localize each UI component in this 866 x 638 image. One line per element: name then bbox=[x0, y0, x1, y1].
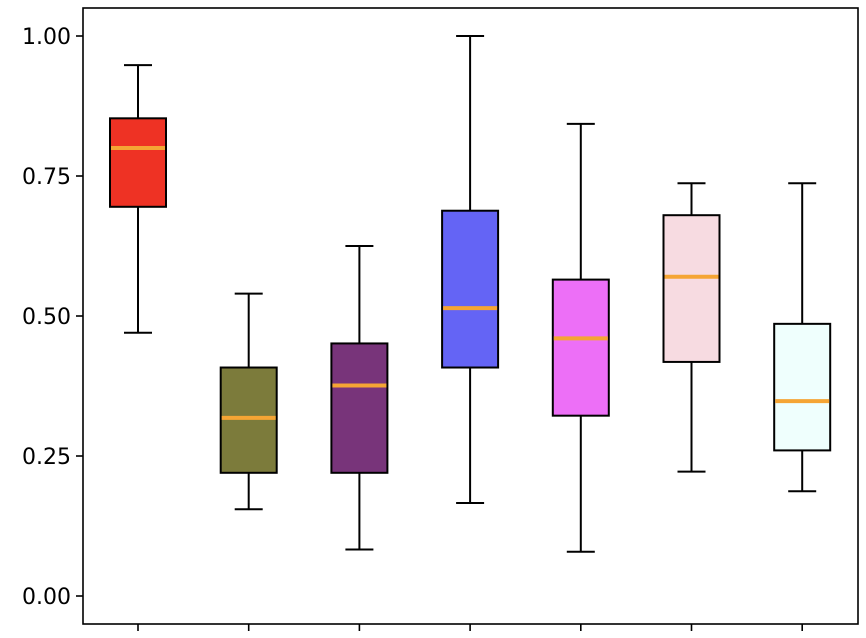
box-group-5 bbox=[551, 122, 610, 553]
y-tick-label: 0.50 bbox=[22, 305, 71, 330]
box-group-1 bbox=[109, 64, 167, 334]
y-tick-label: 0.25 bbox=[22, 445, 71, 470]
x-axis bbox=[137, 624, 804, 631]
box-group-7 bbox=[773, 182, 832, 493]
y-axis: 0.00 0.25 0.50 0.75 1.00 bbox=[22, 25, 83, 610]
box-group-2 bbox=[219, 292, 278, 511]
box-marks bbox=[109, 35, 832, 553]
box-body bbox=[773, 322, 832, 452]
box-body bbox=[662, 214, 721, 363]
y-tick-label: 0.75 bbox=[22, 165, 71, 190]
box-group-6 bbox=[662, 182, 721, 473]
box-body bbox=[109, 117, 167, 208]
box-group-3 bbox=[330, 245, 389, 551]
box-body bbox=[330, 342, 389, 474]
box-body bbox=[219, 366, 278, 474]
y-tick-label: 0.00 bbox=[22, 585, 71, 610]
y-tick-label: 1.00 bbox=[22, 25, 71, 50]
box-group-4 bbox=[441, 35, 500, 505]
plot-frame bbox=[82, 7, 859, 625]
box-body bbox=[441, 209, 500, 369]
box-body bbox=[551, 278, 610, 417]
